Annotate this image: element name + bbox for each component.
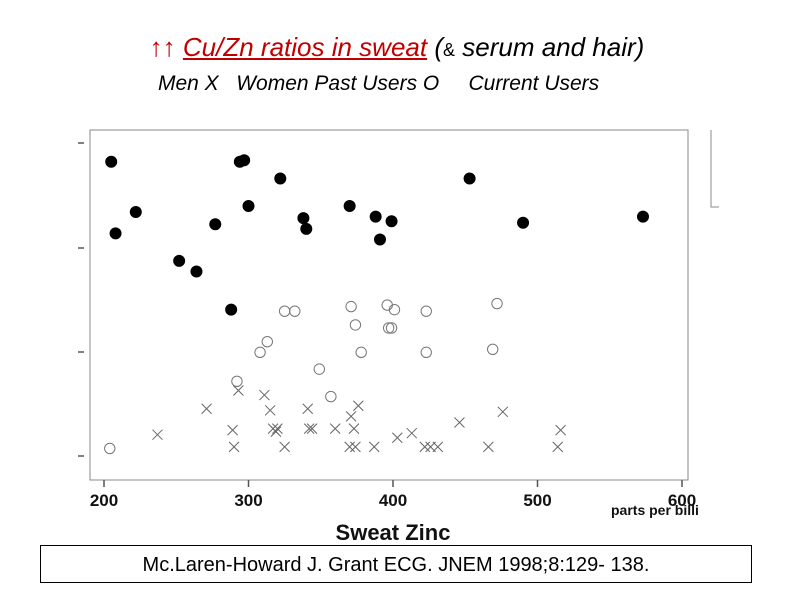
filled-circle-point-3 [173,254,186,267]
x-marker-point-16 [345,411,357,422]
x-marker-point-3 [228,441,240,453]
open-circle-point-9 [349,319,362,331]
open-circle-point-16 [420,346,432,359]
x-tick-label-200: 200 [90,491,118,510]
x-marker-point-30 [555,424,566,436]
open-circle-point-6 [313,363,326,375]
title-highlight: Cu/Zn ratios in sweat [182,32,428,62]
plot-frame [89,129,689,481]
open-circle-point-0 [104,442,116,455]
open-circle-point-15 [420,305,432,317]
x-marker-point-26 [454,417,465,428]
filled-circle-point-6 [225,303,238,316]
title-paren-open: ( [427,32,443,62]
open-circle-point-3 [261,335,273,348]
title-ampersand: & [443,40,456,60]
x-marker-point-14 [329,423,341,434]
x-marker-point-23 [419,441,431,453]
filled-circle-point-4 [190,265,203,278]
x-marker-point-6 [264,404,276,416]
filled-circle-point-16 [385,215,398,228]
legend-line: Men X Women Past Users O Current Users [158,72,599,96]
x-axis-title: Sweat Zinc [336,520,451,545]
filled-circle-point-2 [129,206,142,219]
x-marker-point-13 [306,423,318,434]
x-tick-label-300: 300 [234,491,262,510]
filled-circle-point-15 [373,233,386,246]
x-marker-point-19 [352,400,364,412]
open-circle-point-10 [355,346,367,359]
open-circle-point-13 [385,322,398,334]
filled-circle-point-19 [636,210,649,223]
filled-circle-point-9 [242,199,255,212]
x-marker-point-1 [201,403,212,415]
x-tick-label-600: 600 [668,491,696,510]
x-marker-point-9 [279,441,290,453]
filled-circle-point-10 [274,172,287,185]
filled-circle-point-8 [238,154,251,167]
open-circle-point-4 [278,305,291,317]
x-marker-point-22 [406,427,418,439]
filled-circle-point-1 [109,227,122,240]
filled-circle-point-17 [463,172,476,185]
filled-circle-point-5 [209,218,222,231]
legend-women: Women Past Users O [236,72,440,95]
open-circle-point-18 [491,297,503,310]
open-circle-point-12 [382,322,395,334]
x-marker-point-10 [272,423,283,434]
x-marker-point-20 [368,441,380,453]
x-marker-point-2 [227,424,238,436]
citation-box: Mc.Laren-Howard J. Grant ECG. JNEM 1998;… [40,545,752,583]
open-circle-point-11 [381,299,393,311]
filled-circle-point-14 [369,210,382,223]
x-axis: 200 300 400 500 600 [90,480,696,510]
x-marker-point-17 [348,423,360,434]
filled-circle-point-11 [297,212,310,225]
x-marker-point-29 [552,441,564,453]
open-circle-point-5 [289,305,301,317]
title-rest: serum and hair) [455,32,645,62]
open-circle-point-2 [254,346,266,359]
x-marker-point-21 [391,432,403,444]
open-circle-point-14 [388,303,401,316]
x-axis-units: parts per billi [611,502,699,518]
open-circle-point-1 [231,375,243,388]
open-circle-point-8 [345,300,357,313]
x-marker-point-25 [432,441,444,453]
x-marker-point-0 [152,429,163,441]
legend-current: Current Users [468,72,600,95]
open-circle-point-17 [487,343,499,355]
x-marker-point-11 [302,403,314,415]
legend-men: Men X [158,72,219,95]
slide-title: ↑↑ Cu/Zn ratios in sweat (& serum and ha… [0,32,794,63]
filled-circle-point-0 [105,155,118,168]
x-tick-label-500: 500 [523,491,551,510]
filled-circle-point-18 [517,216,530,229]
x-marker-point-4 [233,385,244,396]
x-marker-point-18 [350,441,361,453]
title-arrows: ↑↑ [149,32,176,62]
legend-box-fragment [710,130,719,208]
x-marker-point-28 [497,406,509,418]
x-marker-point-27 [483,441,494,453]
x-marker-point-5 [259,389,270,401]
open-circle-point-7 [325,390,337,403]
x-tick-label-400: 400 [379,491,407,510]
filled-circle-point-13 [343,199,356,212]
x-marker-point-12 [303,423,315,434]
x-marker-point-8 [270,426,282,438]
points-layer [104,154,649,455]
filled-circle-point-12 [300,222,313,235]
x-marker-point-15 [344,441,356,453]
